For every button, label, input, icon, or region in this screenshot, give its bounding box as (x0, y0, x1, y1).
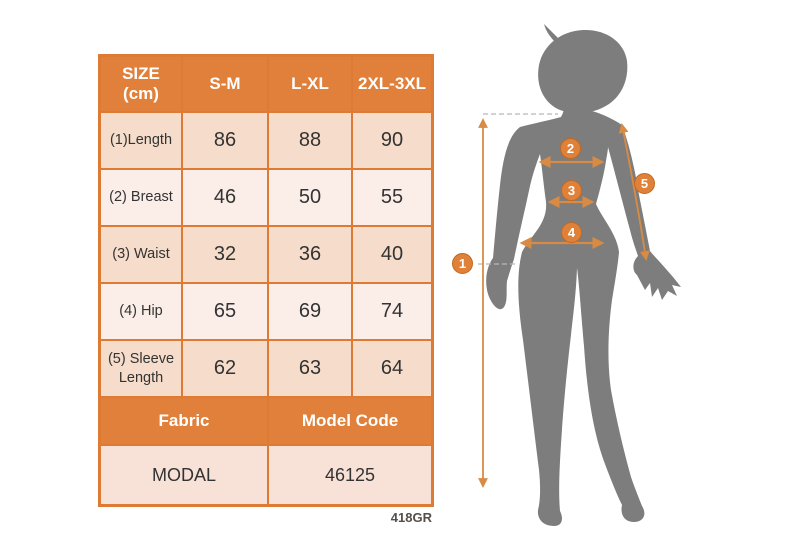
row-sleeve-lxl: 63 (269, 341, 351, 396)
row-breast-lxl: 50 (269, 170, 351, 225)
silhouette-head (538, 29, 628, 114)
marker-3-waist: 3 (561, 180, 582, 201)
row-waist-lxl: 36 (269, 227, 351, 282)
table-header-size-cm: SIZE (cm) (101, 57, 181, 111)
marker-1-length: 1 (452, 253, 473, 274)
row-hip-2xl3xl: 74 (353, 284, 431, 339)
product-code-note: 418GR (390, 510, 432, 525)
row-waist-sm: 32 (183, 227, 267, 282)
row-breast-label: (2) Breast (101, 170, 181, 225)
fabric-value: MODAL (101, 446, 267, 504)
row-hip-lxl: 69 (269, 284, 351, 339)
row-length-lxl: 88 (269, 113, 351, 168)
body-silhouette-diagram (478, 24, 681, 526)
row-breast-2xl3xl: 55 (353, 170, 431, 225)
silhouette-body (486, 95, 681, 526)
row-length-label: (1)Length (101, 113, 181, 168)
row-breast-sm: 46 (183, 170, 267, 225)
fabric-header: Fabric (101, 398, 267, 444)
row-waist-2xl3xl: 40 (353, 227, 431, 282)
marker-2-breast: 2 (560, 138, 581, 159)
female-silhouette (486, 24, 681, 526)
model-code-value: 46125 (269, 446, 431, 504)
row-sleeve-2xl3xl: 64 (353, 341, 431, 396)
row-sleeve-sm: 62 (183, 341, 267, 396)
row-length-2xl3xl: 90 (353, 113, 431, 168)
model-code-header: Model Code (269, 398, 431, 444)
row-hip-label: (4) Hip (101, 284, 181, 339)
marker-5-sleeve: 5 (634, 173, 655, 194)
marker-4-hip: 4 (561, 222, 582, 243)
row-hip-sm: 65 (183, 284, 267, 339)
size-chart-table: SIZE (cm) S-M L-XL 2XL-3XL (1)Length 86 … (98, 54, 434, 507)
row-waist-label: (3) Waist (101, 227, 181, 282)
silhouette-hair-flip (544, 24, 560, 44)
row-sleeve-label: (5) Sleeve Length (101, 341, 181, 396)
sleeve-measure-arrow (618, 123, 650, 261)
table-header-l-xl: L-XL (269, 57, 351, 111)
table-header-s-m: S-M (183, 57, 267, 111)
table-header-2xl-3xl: 2XL-3XL (353, 57, 431, 111)
row-length-sm: 86 (183, 113, 267, 168)
